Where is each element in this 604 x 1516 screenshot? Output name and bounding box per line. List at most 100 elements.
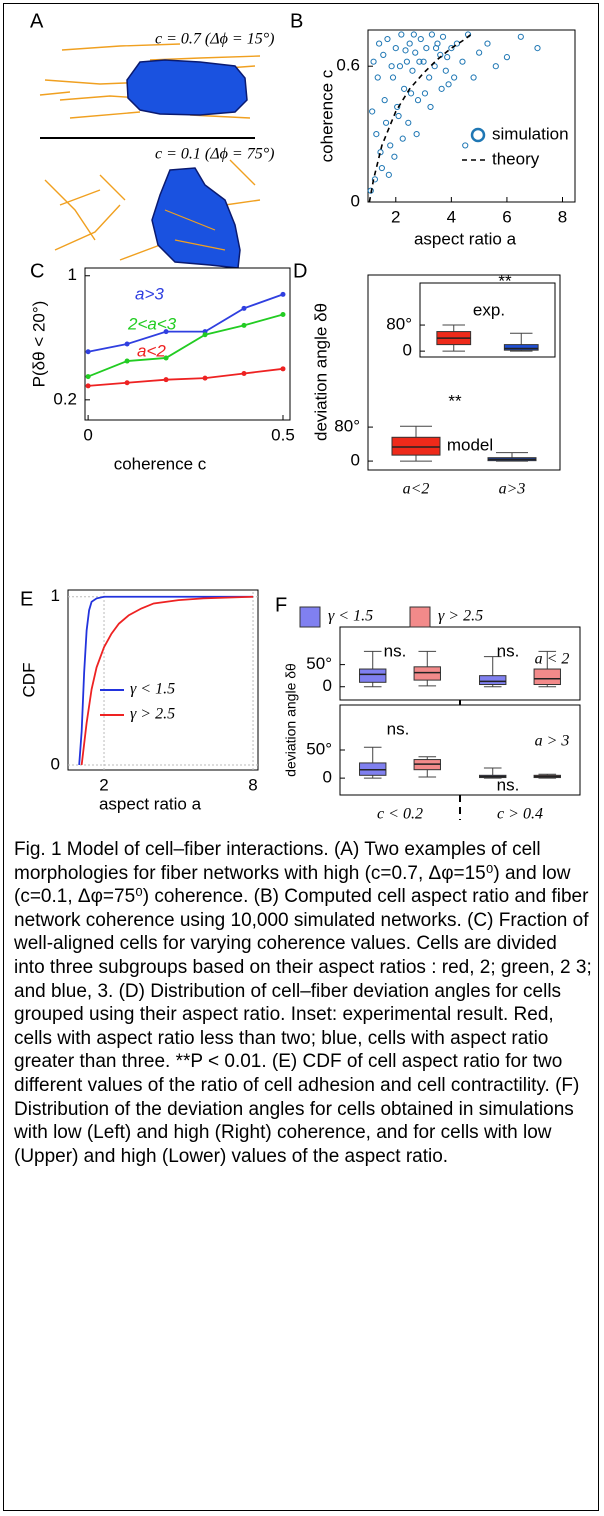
- scatter-point: [399, 135, 406, 142]
- scatter-point: [427, 103, 434, 111]
- scatter-point: [459, 58, 466, 65]
- x-axis-label: aspect ratio a: [99, 794, 202, 813]
- axes-frame: [339, 704, 581, 796]
- annotation: a > 3: [535, 733, 570, 750]
- scatter-point: [432, 45, 440, 52]
- panel-label: C: [30, 260, 44, 282]
- scatter-point: [402, 47, 409, 54]
- box: [391, 436, 441, 456]
- scatter-point: [426, 74, 433, 81]
- scatter-point: [534, 45, 541, 52]
- point: [124, 358, 130, 364]
- scatter-point: [377, 149, 384, 156]
- scatter-point: [428, 31, 436, 38]
- x-tick-label: 8: [248, 775, 257, 794]
- scatter-point: [395, 112, 402, 120]
- box: [503, 344, 539, 351]
- x-tick-label: 0: [83, 425, 92, 444]
- y-axis-label: P(δθ < 20°): [29, 301, 48, 388]
- scatter-point: [442, 67, 449, 74]
- point: [85, 374, 91, 380]
- scatter-point: [431, 63, 438, 70]
- scatter-point: [517, 33, 524, 40]
- point: [85, 349, 91, 355]
- annotation: model: [447, 435, 493, 454]
- series-line: [80, 595, 254, 766]
- point: [124, 341, 130, 347]
- series-line: [368, 33, 472, 203]
- scatter-point: [462, 142, 469, 149]
- scatter-point: [407, 90, 415, 97]
- y-axis-label: CDF: [19, 663, 38, 698]
- y-axis-label: deviation angle δθ: [311, 303, 330, 441]
- scatter-point: [388, 63, 395, 70]
- box: [533, 668, 561, 686]
- y-tick-label: 80°: [334, 417, 360, 436]
- y-tick-label: 0: [403, 341, 412, 360]
- scatter-point: [484, 40, 491, 47]
- x-tick-label: 0.5: [271, 425, 295, 444]
- panel-a: A c = 0.7 (Δϕ = 15°) c = 0.1 (Δϕ = 75°): [30, 10, 274, 269]
- figure-frame: [3, 3, 599, 1511]
- scatter-point: [389, 74, 397, 81]
- figure: A c = 0.7 (Δϕ = 15°) c = 0.1 (Δϕ = 75°) …: [19, 10, 581, 823]
- x-tick-label: 8: [558, 207, 567, 226]
- series-line: [87, 313, 284, 378]
- x-tick-label: a<2: [403, 481, 430, 498]
- panel-label: A: [30, 10, 44, 32]
- scatter-point: [445, 81, 452, 88]
- legend-label: theory: [492, 149, 540, 168]
- scatter-point: [396, 63, 404, 70]
- point: [280, 366, 286, 372]
- scatter-point: [369, 108, 376, 115]
- y-tick-label: 0: [323, 676, 332, 695]
- x-tick-label: c > 0.4: [497, 806, 543, 823]
- box: [479, 675, 507, 686]
- series-line: [78, 595, 254, 766]
- scatter-point: [406, 40, 413, 47]
- scatter-point: [391, 153, 398, 160]
- scatter-point: [385, 171, 392, 178]
- legend-label: γ < 1.5: [130, 681, 175, 698]
- point: [163, 329, 169, 335]
- cell-shape: [151, 167, 241, 269]
- axes-frame: [339, 626, 581, 701]
- y-tick-label: 0.6: [336, 56, 360, 75]
- scatter-point: [378, 164, 385, 172]
- scatter-point: [374, 74, 381, 81]
- legend-symbol: [299, 606, 321, 628]
- axes-frame: [84, 267, 291, 421]
- scatter-point: [394, 103, 401, 111]
- y-tick-label: 0.2: [53, 389, 77, 408]
- y-tick-label: 0: [351, 451, 360, 470]
- scatter-point: [492, 63, 499, 70]
- annotation: ns.: [497, 641, 520, 660]
- y-tick-label: 0: [51, 754, 60, 773]
- x-tick-label: a>3: [499, 481, 526, 498]
- scatter-point: [413, 131, 420, 138]
- scatter-point: [439, 33, 447, 40]
- scatter-point: [392, 45, 399, 52]
- scatter-point: [381, 97, 388, 104]
- point: [280, 312, 286, 318]
- axes-frame: [367, 29, 576, 203]
- x-tick-label: c < 0.2: [377, 806, 423, 823]
- scatter-point: [423, 45, 430, 52]
- scatter-point: [421, 90, 429, 97]
- scatter-point: [367, 187, 374, 194]
- scatter-point: [438, 85, 445, 92]
- legend-label: γ < 1.5: [328, 608, 373, 625]
- panel-a-caption: c = 0.1 (Δϕ = 75°): [155, 146, 274, 163]
- point: [163, 377, 169, 383]
- scatter-point: [376, 40, 383, 47]
- annotation: ns.: [497, 775, 520, 794]
- scatter-point: [444, 54, 451, 61]
- x-tick-label: 2: [391, 207, 400, 226]
- panel-a-caption: c = 0.7 (Δϕ = 15°): [155, 31, 274, 48]
- cell-shape: [126, 59, 248, 116]
- scatter-point: [412, 49, 419, 56]
- scatter-point: [451, 74, 458, 81]
- annotation: ns.: [384, 641, 407, 660]
- legend-label: a<2: [137, 341, 166, 360]
